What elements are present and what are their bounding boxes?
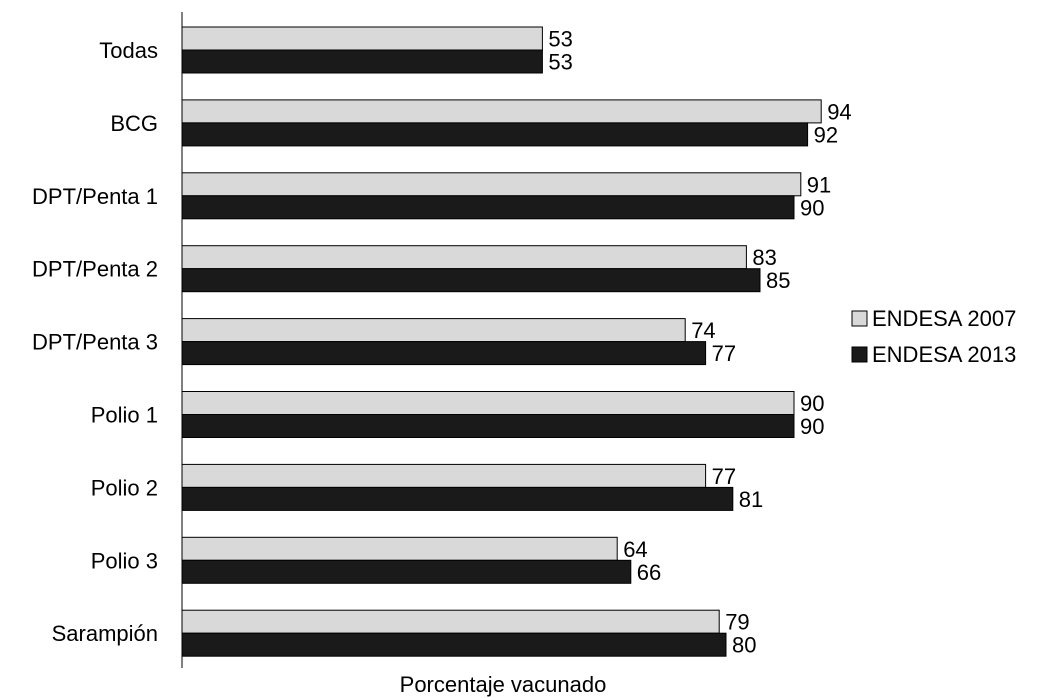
bar-endesa-2007	[181, 536, 618, 561]
data-label: 90	[800, 391, 824, 416]
data-label: 74	[691, 318, 715, 343]
data-label: 53	[548, 50, 572, 75]
data-label: 66	[637, 560, 661, 585]
bar-endesa-2013	[181, 486, 734, 511]
x-axis-title: Porcentaje vacunado	[400, 672, 607, 697]
category-label: Polio 3	[91, 548, 158, 573]
data-label: 53	[548, 27, 572, 52]
data-label: 81	[739, 487, 763, 512]
bar-endesa-2007	[181, 245, 747, 270]
legend-swatch	[851, 346, 868, 363]
bar-endesa-2013	[181, 414, 795, 438]
category-label: Polio 1	[91, 403, 158, 428]
data-label: 85	[766, 268, 790, 293]
data-label: 83	[752, 245, 776, 270]
category-label: BCG	[110, 111, 158, 136]
bar-endesa-2007	[181, 26, 543, 51]
category-label: Sarampión	[52, 621, 158, 646]
category-label: Polio 2	[91, 475, 158, 500]
data-label: 64	[623, 537, 647, 562]
category-label: DPT/Penta 1	[32, 184, 158, 209]
legend-label: ENDESA 2013	[872, 342, 1016, 367]
legend-swatch	[851, 310, 868, 327]
bar-endesa-2013	[181, 195, 795, 220]
bar-endesa-2007	[181, 463, 707, 488]
bar-endesa-2013	[181, 559, 632, 584]
data-label: 80	[732, 633, 756, 658]
bar-endesa-2007	[181, 172, 802, 197]
data-label: 94	[827, 99, 851, 124]
data-label: 92	[814, 122, 838, 147]
bar-endesa-2007	[181, 391, 795, 415]
category-label: Todas	[99, 38, 158, 63]
data-label: 77	[712, 341, 736, 366]
bar-endesa-2007	[181, 99, 822, 124]
bar-endesa-2007	[181, 318, 686, 343]
bar-endesa-2013	[181, 632, 727, 657]
legend-label: ENDESA 2007	[872, 306, 1016, 331]
data-label: 77	[712, 464, 736, 489]
data-label: 79	[725, 610, 749, 635]
category-label: DPT/Penta 2	[32, 257, 158, 282]
bar-endesa-2013	[181, 341, 707, 366]
data-label: 91	[807, 172, 831, 197]
bar-endesa-2013	[181, 268, 761, 293]
legend: ENDESA 2007 ENDESA 2013	[851, 306, 1016, 367]
data-label: 90	[800, 195, 824, 220]
category-label: DPT/Penta 3	[32, 330, 158, 355]
bar-endesa-2013	[181, 122, 809, 147]
data-label: 90	[800, 414, 824, 439]
bar-endesa-2013	[181, 49, 543, 74]
bar-endesa-2007	[181, 609, 720, 634]
